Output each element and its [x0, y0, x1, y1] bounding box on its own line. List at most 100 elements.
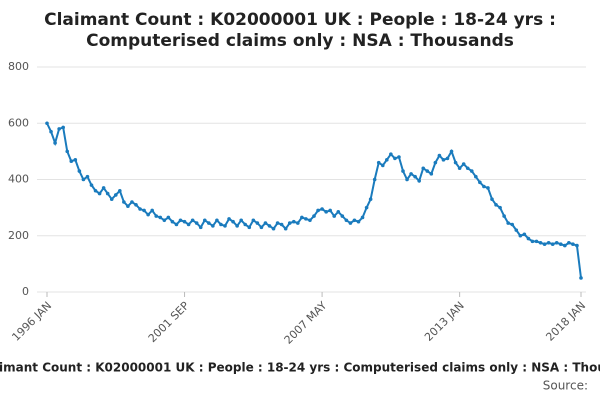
data-point: [506, 221, 510, 225]
data-point: [304, 217, 308, 221]
data-point: [405, 177, 409, 182]
data-point: [498, 205, 502, 210]
data-point: [571, 242, 575, 246]
data-point: [215, 218, 219, 223]
data-point: [465, 166, 470, 171]
data-point: [113, 193, 118, 197]
data-point: [53, 141, 57, 145]
y-tick-label: 600: [8, 116, 29, 129]
data-point: [138, 207, 142, 211]
data-point: [356, 219, 361, 224]
data-point: [558, 242, 563, 246]
data-point: [118, 188, 122, 193]
data-point: [372, 177, 377, 182]
data-point: [316, 208, 320, 213]
data-point: [474, 174, 478, 179]
data-point: [109, 197, 114, 201]
data-point: [417, 179, 421, 183]
data-point: [389, 152, 393, 156]
data-point: [287, 221, 292, 225]
data-point: [575, 243, 579, 248]
data-point: [397, 155, 401, 159]
data-point: [336, 210, 341, 214]
data-point: [186, 222, 191, 227]
data-point: [376, 160, 381, 165]
data-point: [453, 160, 458, 165]
y-tick-label: 0: [22, 285, 29, 298]
data-point: [348, 221, 353, 225]
data-point: [231, 219, 235, 224]
data-point: [510, 222, 515, 227]
data-point: [579, 276, 583, 280]
data-point: [122, 200, 126, 204]
source: Source:: [543, 379, 588, 393]
data-point: [146, 212, 150, 217]
data-point: [219, 222, 223, 227]
caption: Claimant Count : K02000001 UK : People :…: [0, 361, 600, 375]
y-tick-label: 800: [8, 60, 29, 73]
data-point: [393, 156, 397, 161]
data-point: [275, 221, 280, 225]
data-point: [243, 222, 248, 227]
data-point: [433, 160, 438, 165]
data-point: [409, 172, 413, 176]
x-tick-label: 1996 JAN: [9, 299, 54, 344]
x-tick-label: 2013 JAN: [422, 299, 467, 344]
data-point: [567, 240, 571, 245]
data-point: [502, 214, 506, 218]
data-point: [534, 239, 539, 244]
data-point: [340, 214, 345, 218]
data-point: [251, 218, 256, 223]
data-point: [150, 208, 154, 213]
data-point: [73, 158, 78, 162]
data-point: [105, 191, 110, 196]
data-point: [421, 166, 426, 171]
data-point: [49, 129, 53, 134]
data-point: [89, 183, 94, 187]
data-point: [514, 228, 519, 232]
data-point: [247, 225, 252, 230]
data-point: [263, 221, 268, 225]
data-point: [283, 226, 288, 231]
data-point: [425, 169, 430, 173]
data-point: [170, 219, 175, 224]
data-point: [296, 221, 300, 225]
data-point: [526, 236, 531, 241]
data-point: [166, 215, 171, 220]
data-point: [267, 224, 272, 228]
data-point: [368, 197, 373, 201]
y-tick-label: 400: [8, 173, 29, 186]
data-point: [57, 127, 61, 131]
data-point: [81, 177, 86, 182]
data-point: [344, 218, 349, 223]
data-point: [364, 205, 369, 210]
data-point: [134, 203, 138, 207]
data-point: [494, 203, 498, 207]
data-point: [126, 204, 130, 209]
data-point: [385, 158, 389, 162]
data-point: [259, 225, 264, 230]
data-point: [429, 172, 434, 176]
data-point: [461, 162, 466, 166]
data-point: [482, 184, 486, 189]
data-point: [380, 163, 385, 168]
data-point: [93, 188, 98, 193]
data-point: [563, 243, 567, 248]
data-point: [158, 215, 163, 220]
data-point: [360, 215, 365, 220]
data-point: [223, 224, 227, 228]
data-point: [235, 224, 239, 228]
data-point: [69, 159, 74, 164]
x-tick-label: 2018 JAN: [543, 299, 588, 344]
data-point: [174, 222, 179, 227]
data-point: [65, 149, 70, 154]
data-point: [538, 240, 543, 245]
data-point: [449, 149, 454, 154]
data-point: [291, 219, 296, 224]
data-point: [332, 214, 337, 218]
data-point: [518, 233, 523, 238]
data-point: [211, 224, 215, 228]
data-point: [142, 208, 146, 213]
data-point: [320, 207, 324, 211]
data-point: [324, 210, 328, 214]
